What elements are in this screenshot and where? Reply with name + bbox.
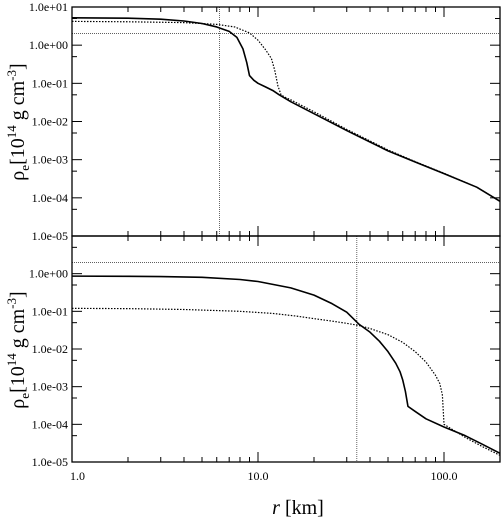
bottom-series-group [71, 275, 501, 456]
bottom-plot-frame [71, 235, 501, 463]
top-y-label-exp2: -3 [4, 70, 19, 81]
top-y-label-post: ] [7, 63, 29, 70]
top-series-solid-line [71, 17, 501, 203]
top-y-label-pre: [10 [7, 138, 29, 165]
bot-ytick-label: 1.0e-05 [32, 455, 68, 469]
bot-ytick-label: 1.0e+00 [29, 267, 68, 281]
bottom-y-label-post: ] [7, 291, 29, 298]
x-axis-label: r [km] [272, 497, 324, 519]
bottom-y-tick-labels: 1.0e-05 1.0e-04 1.0e-03 1.0e-02 1.0e-01 1.0e+… [29, 267, 68, 469]
bottom-y-label-rho: ρ [7, 399, 29, 409]
bot-series-dotted-line [71, 307, 501, 456]
top-y-tick-labels: 1.0e-05 1.0e-04 1.0e-03 1.0e-02 1.0e-01 1.0e+… [29, 0, 68, 243]
bottom-y-axis-label: ρe[1014 g cm-3] [4, 291, 32, 408]
top-ytick-label: 1.0e-04 [32, 191, 68, 205]
top-panel: 1.0e-05 1.0e-04 1.0e-03 1.0e-02 1.0e-01 1.0e+… [4, 0, 501, 243]
bottom-y-label-exp1: 14 [4, 353, 19, 367]
bottom-y-label-sub: e [17, 393, 32, 399]
top-y-axis-label: ρe[1014 g cm-3] [4, 63, 32, 180]
bottom-x-tick-labels: 1.0 10.0 100.0 [70, 469, 458, 483]
top-series-group [71, 17, 501, 203]
top-ytick-label: 1.0e+00 [29, 38, 68, 52]
top-ytick-label: 1.0e+01 [29, 0, 68, 14]
bot-ytick-label: 1.0e-01 [32, 304, 68, 318]
top-panel-tick-marks [71, 6, 501, 237]
top-ytick-label: 1.0e-01 [32, 76, 68, 90]
top-y-label-sub: e [17, 165, 32, 171]
bottom-panel: 1.0e-05 1.0e-04 1.0e-03 1.0e-02 1.0e-01 1.0e+… [4, 235, 501, 519]
top-ytick-label: 1.0e-02 [32, 115, 68, 129]
top-y-label-exp1: 14 [4, 125, 19, 139]
top-plot-frame [71, 6, 501, 237]
xtick-label: 100.0 [431, 469, 458, 483]
bottom-panel-tick-marks [71, 235, 501, 463]
bottom-y-label-pre: [10 [7, 366, 29, 393]
bot-ytick-label: 1.0e-04 [32, 417, 68, 431]
xtick-label: 1.0 [70, 469, 85, 483]
bottom-reference-lines [72, 236, 500, 462]
bot-series-solid-line [71, 275, 501, 455]
xtick-label: 10.0 [248, 469, 269, 483]
x-label-unit: [km] [280, 497, 324, 519]
top-series-dotted-line [71, 20, 501, 202]
bottom-y-label-exp2: -3 [4, 298, 19, 309]
x-label-var: r [272, 497, 280, 519]
top-ytick-label: 1.0e-05 [32, 229, 68, 243]
top-reference-lines [72, 7, 500, 236]
top-y-label-rho: ρ [7, 171, 29, 181]
top-y-label-mid: g cm [7, 80, 29, 125]
bottom-y-label-mid: g cm [7, 308, 29, 353]
bot-ytick-label: 1.0e-03 [32, 380, 68, 394]
bot-ytick-label: 1.0e-02 [32, 342, 68, 356]
top-ytick-label: 1.0e-03 [32, 153, 68, 167]
